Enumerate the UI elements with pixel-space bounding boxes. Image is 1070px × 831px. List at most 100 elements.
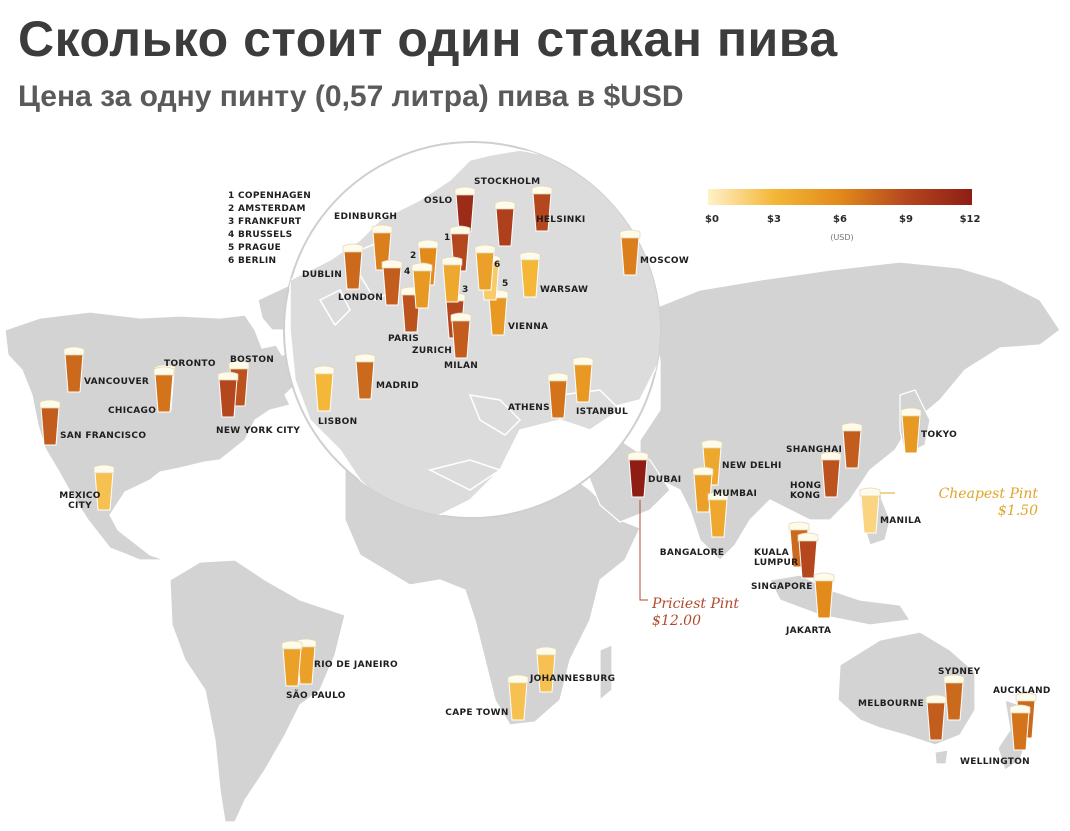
city-label: CAPE TOWN — [445, 708, 508, 718]
city-label: MOSCOW — [640, 256, 689, 266]
beer-glass-istanbul — [572, 356, 594, 403]
beer-glass-chicago — [153, 366, 175, 413]
city-label: OSLO — [424, 196, 452, 206]
city-number-marker: 1 — [444, 233, 451, 243]
south-america-shape — [169, 559, 346, 823]
city-label: MILAN — [444, 361, 478, 371]
beer-glass-shanghai — [841, 422, 863, 469]
city-label: WELLINGTON — [960, 757, 1030, 767]
eurasia-shape — [639, 261, 1061, 561]
city-label: MUMBAI — [713, 489, 757, 499]
page-subtitle: Цена за одну пинту (0,57 литра) пива в $… — [18, 80, 684, 113]
city-number-marker: 4 — [404, 267, 411, 277]
beer-glass-berlin — [474, 244, 496, 291]
city-number-key: 1 COPENHAGEN 2 AMSTERDAM 3 FRANKFURT 4 B… — [228, 191, 311, 266]
city-number-marker: 5 — [502, 279, 509, 289]
city-label: TOKYO — [921, 430, 957, 440]
city-label: DUBLIN — [302, 270, 342, 280]
beer-glass-tokyo — [900, 407, 922, 454]
beer-glass-brussels — [411, 262, 433, 309]
city-label: NEW DELHI — [722, 461, 782, 471]
beer-glass-cape-town — [507, 674, 529, 721]
beer-glass-warsaw — [519, 251, 541, 298]
legend-tick-3: $3 — [767, 214, 781, 225]
beer-glass-mumbai — [692, 466, 714, 513]
key-item-2: 2 AMSTERDAM — [228, 204, 306, 214]
city-label: MEXICO CITY — [59, 491, 100, 511]
priciest-callout: Priciest Pint $12.00 — [639, 500, 739, 629]
beer-glass-bangalore — [707, 491, 729, 538]
city-label: ISTANBUL — [576, 407, 628, 417]
beer-glass-johannesburg — [535, 646, 557, 693]
city-labels: VANCOUVER SAN FRANCISCO TORONTO CHICAGO BOST… — [59, 177, 1050, 767]
key-item-1: 1 COPENHAGEN — [228, 191, 311, 201]
city-label: TORONTO — [164, 359, 216, 369]
beer-glass-stockholm — [494, 200, 516, 247]
city-label: VANCOUVER — [84, 377, 149, 387]
price-legend: $0 $3 $6 $9 $12 (USD) — [705, 189, 980, 242]
continents — [4, 261, 1061, 823]
city-label: MADRID — [376, 381, 419, 391]
beer-glass-athens — [547, 372, 569, 419]
city-label: SINGAPORE — [751, 582, 813, 592]
city-label: SHANGHAI — [786, 445, 842, 455]
key-item-6: 6 BERLIN — [228, 256, 276, 266]
city-label: NEW YORK CITY — [216, 426, 300, 436]
beer-glass-sydney — [943, 674, 965, 721]
legend-unit: (USD) — [830, 233, 853, 242]
city-label: ZURICH — [412, 346, 452, 356]
beer-glass-hong-kong — [820, 451, 842, 498]
beer-glass-s-o-paulo — [281, 640, 303, 687]
key-item-3: 3 FRANKFURT — [228, 217, 302, 227]
beer-glass-madrid — [354, 353, 376, 400]
page-title: Сколько стоит один стакан пива — [18, 11, 838, 67]
city-label: DUBAI — [648, 475, 681, 485]
city-label: BOSTON — [230, 355, 274, 365]
city-label: SAN FRANCISCO — [60, 431, 146, 441]
beer-glass-dubai — [627, 451, 649, 498]
legend-tick-0: $0 — [705, 214, 719, 225]
beer-glass-dublin — [342, 243, 364, 290]
city-label: STOCKHOLM — [474, 177, 540, 187]
city-label: ATHENS — [508, 403, 550, 413]
key-item-4: 4 BRUSSELS — [228, 230, 292, 240]
city-label: PARIS — [388, 334, 419, 344]
beer-glass-helsinki — [531, 185, 553, 232]
city-label: MANILA — [880, 516, 921, 526]
city-label: JAKARTA — [785, 626, 831, 636]
legend-tick-12: $12 — [960, 214, 981, 225]
city-number-marker: 3 — [462, 285, 469, 295]
beer-glass-frankfurt — [441, 256, 463, 303]
city-label: KUALA LUMPUR — [754, 548, 798, 568]
beer-glass-jakarta — [813, 572, 835, 619]
legend-tick-9: $9 — [899, 214, 913, 225]
legend-gradient-bar — [708, 189, 972, 205]
beer-glass-singapore — [797, 532, 819, 579]
beer-glass-mexico-city — [93, 464, 115, 511]
priciest-value: $12.00 — [652, 613, 701, 629]
city-label: JOHANNESBURG — [529, 674, 615, 684]
beer-glass-manila — [859, 487, 881, 534]
city-number-marker: 6 — [494, 260, 501, 270]
beer-glass-san-francisco — [39, 399, 61, 446]
city-label: CHICAGO — [108, 406, 156, 416]
madagascar-shape — [599, 644, 613, 702]
city-label: MELBOURNE — [858, 699, 924, 709]
city-number-marker: 2 — [410, 251, 417, 261]
cheapest-title: Cheapest Pint — [939, 486, 1039, 502]
city-label: SYDNEY — [938, 667, 981, 677]
city-label: SÃO PAULO — [286, 690, 346, 701]
beer-glass-melbourne — [925, 694, 947, 741]
city-label: WARSAW — [540, 285, 588, 295]
beer-glass-london — [381, 259, 403, 306]
city-label: HELSINKI — [536, 215, 586, 225]
city-label: AUCKLAND — [993, 686, 1051, 696]
priciest-title: Priciest Pint — [651, 596, 739, 612]
cheapest-callout: Cheapest Pint $1.50 — [879, 486, 1039, 519]
city-label: LISBON — [318, 417, 357, 427]
tasmania-shape — [934, 749, 949, 765]
key-item-5: 5 PRAGUE — [228, 243, 281, 253]
city-label: HONG KONG — [790, 481, 821, 501]
beer-glass-oslo — [454, 186, 476, 233]
